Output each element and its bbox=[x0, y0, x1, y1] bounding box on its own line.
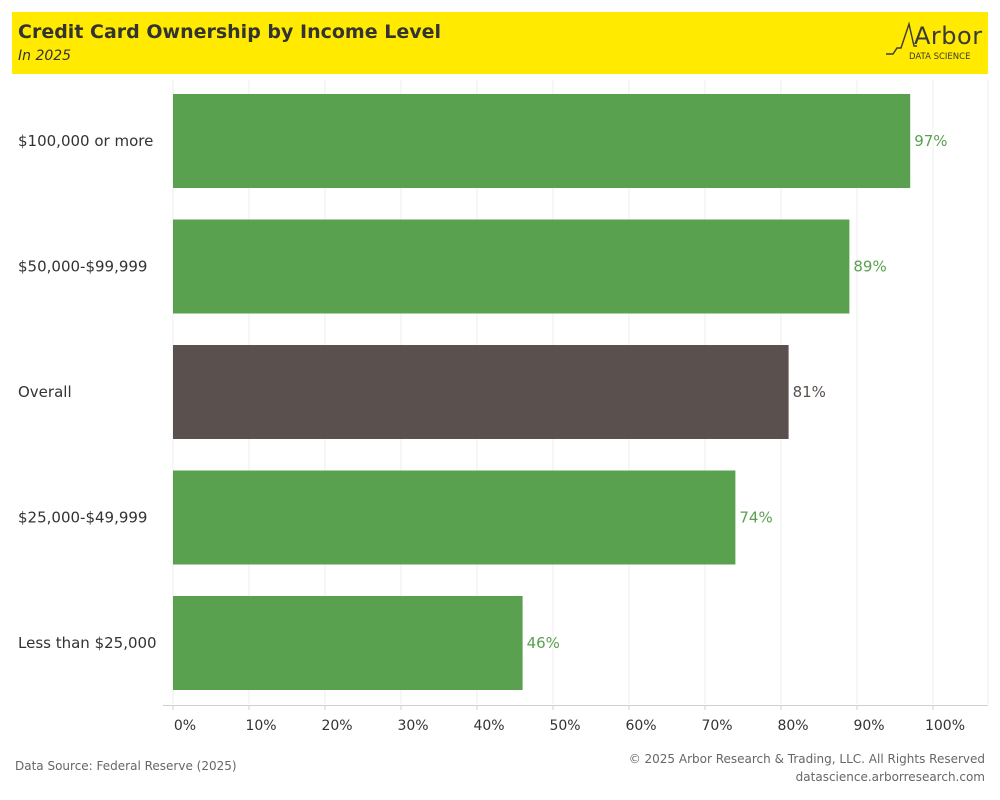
copyright-block: © 2025 Arbor Research & Trading, LLC. Al… bbox=[629, 750, 985, 786]
x-tick-label: 0% bbox=[174, 718, 196, 734]
category-label: $25,000-$49,999 bbox=[18, 509, 147, 527]
x-tick-label: 100% bbox=[925, 718, 965, 734]
chart-title: Credit Card Ownership by Income Level bbox=[18, 21, 442, 43]
bar bbox=[173, 94, 911, 188]
x-tick-label: 80% bbox=[777, 718, 808, 734]
category-label: Less than $25,000 bbox=[18, 634, 157, 652]
value-label: 97% bbox=[914, 132, 947, 150]
value-label: 74% bbox=[739, 509, 772, 527]
x-tick-label: 90% bbox=[853, 718, 884, 734]
bar bbox=[173, 470, 736, 565]
x-tick-label: 70% bbox=[701, 718, 732, 734]
value-label: 46% bbox=[527, 634, 560, 652]
chart-header: Credit Card Ownership by Income Level In… bbox=[12, 12, 988, 74]
logo-subtitle: DATA SCIENCE bbox=[909, 52, 971, 62]
chart-subtitle: In 2025 bbox=[18, 48, 72, 64]
x-tick-label: 30% bbox=[397, 718, 428, 734]
category-label: $50,000-$99,999 bbox=[18, 258, 147, 276]
x-tick-label: 20% bbox=[321, 718, 352, 734]
value-label: 89% bbox=[853, 258, 886, 276]
arbor-logo: Arbor DATA SCIENCE bbox=[884, 18, 984, 66]
category-label: Overall bbox=[18, 383, 72, 401]
bar-chart: 0% 10% 20% 30% 40% 50% 60% 70% 80% 90% 100% $100,00… bbox=[18, 80, 989, 734]
data-source: Data Source: Federal Reserve (2025) bbox=[15, 759, 237, 773]
x-tick-label: 10% bbox=[245, 718, 276, 734]
website-link[interactable]: datascience.arborresearch.com bbox=[795, 770, 985, 784]
category-label: $100,000 or more bbox=[18, 132, 153, 150]
copyright-text: © 2025 Arbor Research & Trading, LLC. Al… bbox=[628, 752, 985, 766]
value-label: 81% bbox=[793, 383, 826, 401]
x-tick-label: 40% bbox=[473, 718, 504, 734]
x-tick-label: 60% bbox=[625, 718, 656, 734]
logo-wordmark: Arbor bbox=[914, 22, 983, 50]
bar bbox=[173, 596, 523, 690]
bar bbox=[173, 345, 789, 439]
bar bbox=[173, 219, 850, 314]
x-tick-label: 50% bbox=[549, 718, 580, 734]
logo-mountain-icon bbox=[886, 21, 917, 55]
